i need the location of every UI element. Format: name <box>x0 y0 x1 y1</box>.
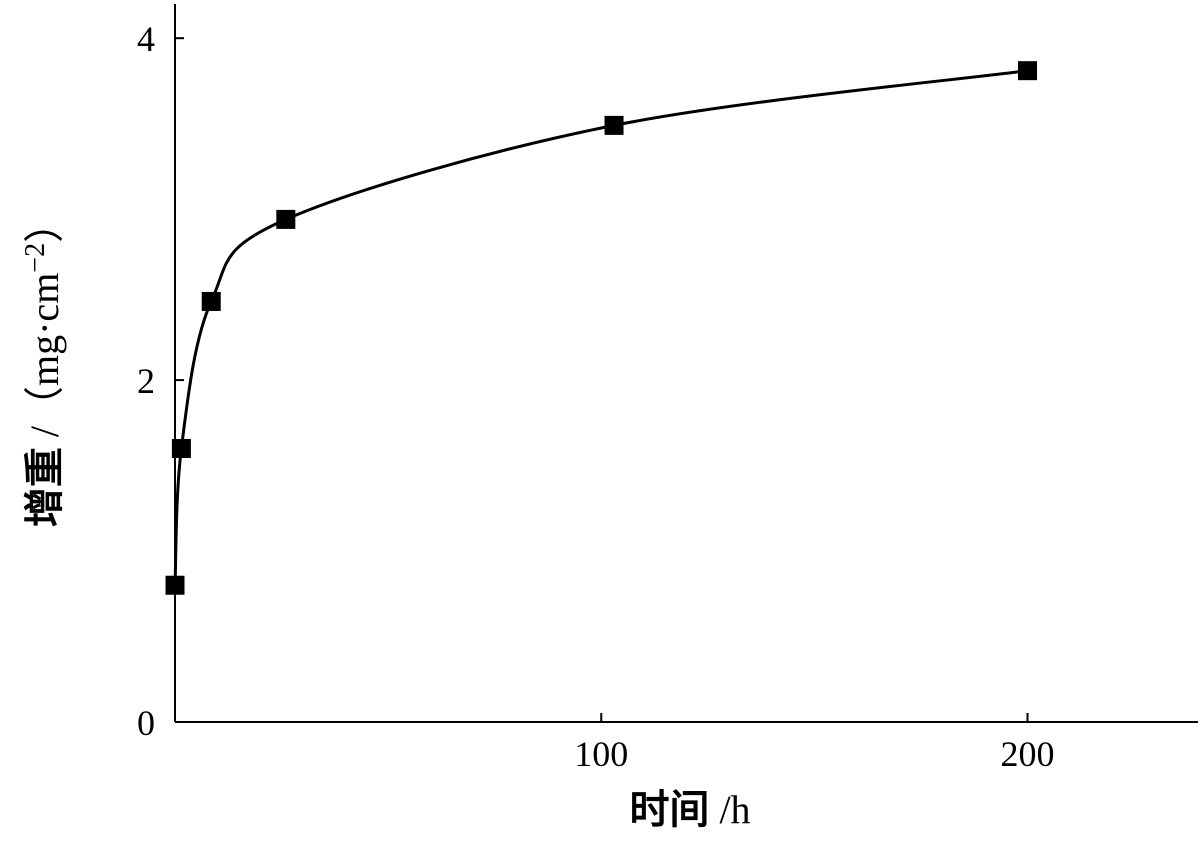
y-axis-title: 增重 /（mg·cm−2） <box>20 203 68 527</box>
data-point-marker <box>201 291 221 311</box>
y-axis-title-cjk: 增重 <box>22 447 68 527</box>
x-axis-title: 时间 /h <box>629 787 750 833</box>
data-point-marker <box>604 115 624 135</box>
x-axis-title-cjk: 时间 <box>629 787 709 833</box>
data-point-marker <box>1018 61 1037 81</box>
x-tick-label: 100 <box>574 734 628 774</box>
y-axis-title-unit: /（mg·cm <box>22 273 67 447</box>
ticks: 100 200 0 2 4 <box>137 19 1055 774</box>
x-axis-title-unit: /h <box>709 787 750 832</box>
y-axis-title-close: ） <box>22 203 67 243</box>
y-tick-label: 2 <box>137 361 155 401</box>
series-group <box>165 61 1037 595</box>
y-axis-title-superscript: −2 <box>20 243 51 273</box>
x-tick-label: 200 <box>1001 734 1055 774</box>
series-line <box>173 69 1028 586</box>
data-point-marker <box>276 209 296 229</box>
y-tick-label: 4 <box>137 19 155 59</box>
data-point-marker <box>165 575 185 595</box>
data-point-marker <box>171 438 191 458</box>
y-tick-label: 0 <box>137 703 155 743</box>
